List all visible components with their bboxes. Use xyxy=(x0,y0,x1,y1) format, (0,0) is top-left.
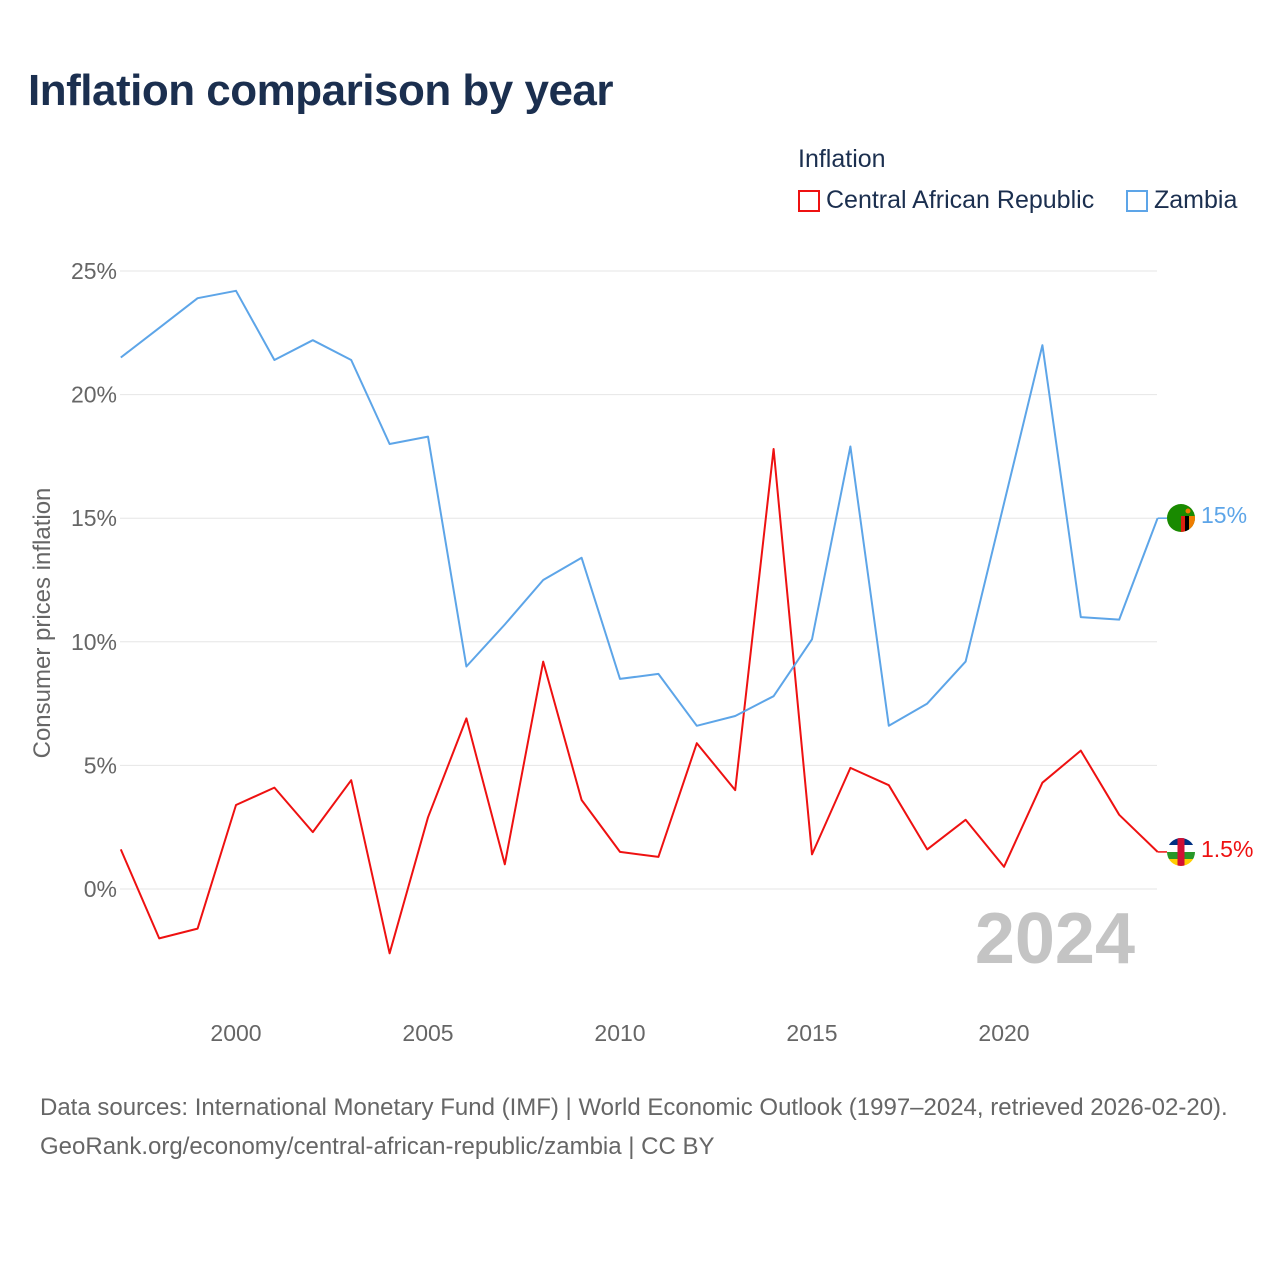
x-tick-label: 2000 xyxy=(210,1020,261,1046)
chart-title: Inflation comparison by year xyxy=(28,66,614,115)
legend-label-car: Central African Republic xyxy=(826,186,1095,214)
series-line-zambia xyxy=(120,289,1159,727)
legend-swatch-zambia xyxy=(1126,189,1148,212)
y-axis-label: Consumer prices inflation xyxy=(29,488,56,759)
attribution-link[interactable]: GeoRank.org/economy/central-african-repu… xyxy=(40,1133,715,1160)
x-tick-label: 2005 xyxy=(402,1020,453,1046)
legend-title: Inflation xyxy=(798,145,886,173)
legend-item-zambia[interactable]: Zambia xyxy=(1126,186,1237,215)
central-african-republic-flag-icon xyxy=(1167,838,1195,866)
legend-swatch-car xyxy=(798,189,820,212)
year-watermark: 2024 xyxy=(975,899,1135,979)
legend-item-car[interactable]: Central African Republic xyxy=(798,186,1094,215)
y-tick-label: 25% xyxy=(71,258,117,284)
y-tick-label: 15% xyxy=(71,505,117,531)
y-tick-label: 10% xyxy=(71,629,117,655)
y-tick-label: 5% xyxy=(84,752,117,778)
data-source-text: Data sources: International Monetary Fun… xyxy=(40,1094,1228,1121)
footer: Data sources: International Monetary Fun… xyxy=(40,1088,1250,1166)
series-line-car xyxy=(119,448,1159,955)
x-tick-label: 2015 xyxy=(786,1020,837,1046)
x-tick-label: 2020 xyxy=(978,1020,1029,1046)
y-tick-label: 20% xyxy=(71,382,117,408)
end-label-zambia: 15% xyxy=(1201,502,1247,528)
y-tick-label: 0% xyxy=(84,876,117,902)
zambia-flag-icon xyxy=(1167,504,1195,532)
legend-label-zambia: Zambia xyxy=(1154,186,1238,214)
x-tick-label: 2010 xyxy=(594,1020,645,1046)
end-label-car: 1.5% xyxy=(1201,836,1253,862)
